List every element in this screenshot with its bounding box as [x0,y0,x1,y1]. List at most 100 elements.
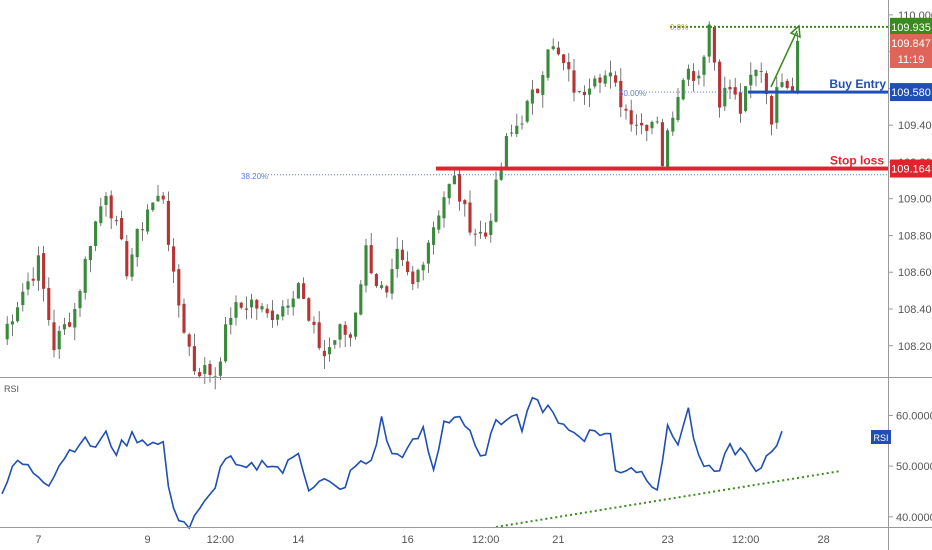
candle-body [390,269,393,293]
candle-body [99,206,102,223]
candle-body [749,75,752,86]
candle-body [115,220,118,221]
current-price-label: 109.847 [891,38,931,50]
rsi-trendline [496,471,839,527]
candle-body [323,351,326,356]
candle-body [458,174,461,202]
candle-body [136,229,139,257]
candle-body [281,306,284,316]
target-price-label: 109.935 [891,22,931,34]
time-tick-label: 14 [292,534,304,546]
candle-body [744,86,747,111]
stop-loss-line [436,167,888,171]
candle-body [416,270,419,282]
time-tick-label: 7 [35,534,41,546]
candle-body [692,71,695,81]
candle-body [110,196,113,219]
candle-body [734,87,737,94]
candle-body [697,76,700,79]
candle-body [266,309,269,314]
candle-body [786,81,789,88]
candle-body [494,180,497,222]
candle-body [437,215,440,229]
time-tick-label: 12:00 [472,534,500,546]
candle-body [676,97,679,120]
candle-body [760,71,763,72]
candle-body [125,241,128,276]
candle-body [728,87,731,89]
candle-body [240,303,243,308]
candle-body [328,347,331,354]
candle-body [557,48,560,55]
fib-0-label: 0.0% [670,23,688,32]
candle-body [562,54,565,63]
candle-body [73,309,76,327]
level-lines: 38.20% 50.00% 0.0% Stop loss Buy Entry [241,23,888,181]
candle-body [229,318,232,325]
candle-body [172,246,175,271]
candle-body [645,125,648,131]
candle-body [297,283,300,298]
candle-body [6,324,9,340]
candle-body [671,118,674,132]
candle-body [479,232,482,234]
candle-body [702,57,705,75]
candle-body [130,255,133,277]
candle-body [188,334,191,346]
candle-body [182,304,185,333]
candle-body [234,302,237,318]
candle-body [526,101,529,122]
candle-body [141,229,144,230]
time-tick-label: 21 [552,534,564,546]
candle-body [193,346,196,371]
candle-body [286,306,289,308]
price-tick-label: 108.600 [898,267,932,279]
candle-body [16,307,19,321]
candle-body [484,233,487,237]
candle-body [531,90,534,104]
fib-38-label: 38.20% [241,172,268,181]
candle-body [650,122,653,128]
price-tick-label: 108.800 [898,230,932,242]
candle-body [89,246,92,260]
candle-body [344,325,347,335]
candle-body [333,340,336,345]
time-tick-label: 12:00 [732,534,760,546]
buy-entry-price-label: 109.580 [891,87,931,99]
stop-loss-price-label: 109.164 [891,164,931,176]
countdown-label: 11:19 [898,54,925,66]
candle-body [583,92,586,95]
candle-body [32,279,35,281]
candle-body [687,69,690,80]
candle-body [489,221,492,235]
candle-body [312,322,315,325]
candle-body [26,281,29,289]
candle-body [432,227,435,245]
candle-body [260,306,263,309]
candle-body [474,234,477,235]
candle-body [666,130,669,168]
candle-body [520,124,523,125]
candle-body [255,300,258,309]
candle-body [546,49,549,77]
candle-body [567,62,570,69]
candle-body [406,261,409,272]
candle-body [11,321,14,324]
candle-body [250,300,253,308]
candle-body [427,243,430,264]
rsi-line [2,398,782,528]
candle-body [453,176,456,185]
candle-body [593,78,596,86]
candle-body [78,291,81,308]
candle-body [276,315,279,320]
candle-body [422,265,425,271]
candle-body [167,201,170,245]
candle-body [572,70,575,92]
candle-body [21,292,24,305]
candle-body [198,372,201,376]
candle-body [609,73,612,77]
candle-body [552,46,555,49]
buy-entry-text: Buy Entry [829,77,886,91]
